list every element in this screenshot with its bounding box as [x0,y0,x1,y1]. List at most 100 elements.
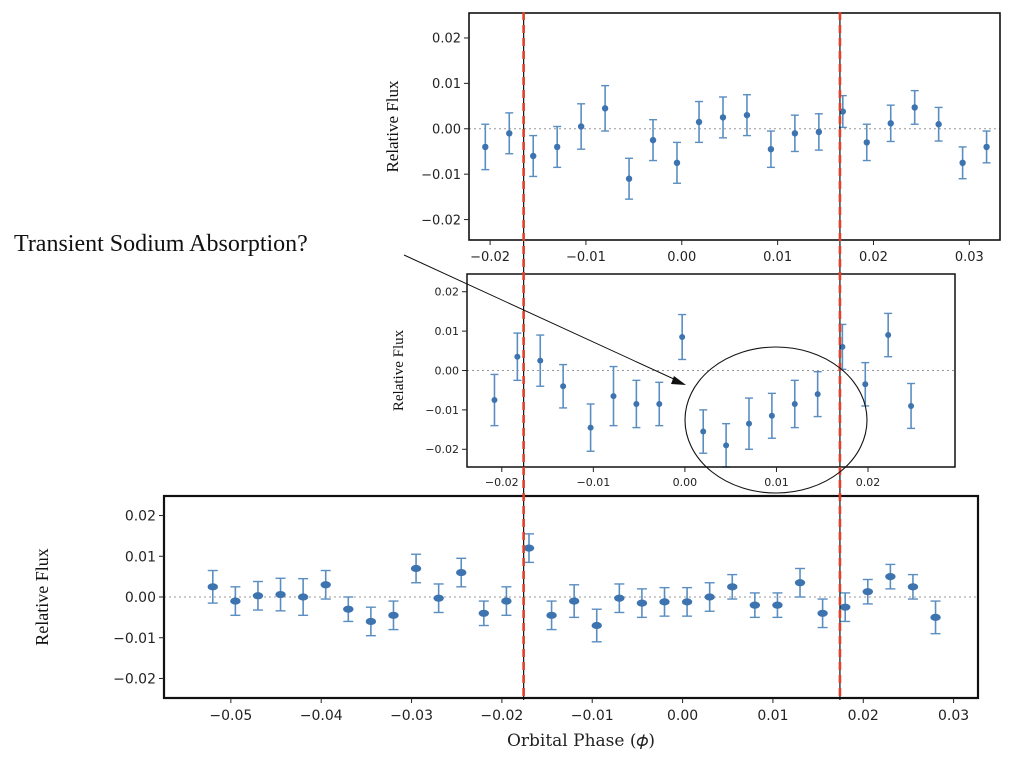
data-point [767,146,775,153]
plot-panel-1: −0.02 −0.01 0.00 0.01 0.02 −0.02 −0.01 0.00 0.01… [383,12,1001,265]
data-point [577,123,585,130]
data-point [649,136,657,144]
data-point [523,544,535,552]
data-point [320,581,331,589]
data-point [207,583,218,591]
data-point [636,599,648,607]
overlays: Transient Sodium Absorption? [14,231,868,494]
annotation-arrow-shaft [403,254,677,381]
data-point [839,603,851,611]
y-tick-label: 0.02 [432,32,461,47]
data-point [297,593,309,601]
data-point [388,611,399,619]
data-point [695,118,703,126]
y-tick-label: −0.02 [113,671,156,687]
data-point [679,334,686,341]
x-tick-label: −0.04 [300,708,343,724]
data-point [983,143,990,151]
data-point [745,420,752,427]
x-tick-label: 0.00 [667,250,696,265]
y-tick-label: −0.02 [421,213,461,228]
y-axis-label: Relative Flux [32,548,52,646]
data-point [727,583,738,591]
data-point [491,397,498,404]
data-point [885,332,892,339]
y-tick-label: −0.01 [113,631,156,647]
x-tick-label: 0.01 [764,476,789,489]
y-tick-label: 0.01 [435,325,460,338]
annotation-arrow-head [671,376,686,385]
data-point [252,592,264,600]
data-point [772,601,783,609]
data-point [673,159,681,167]
x-tick-label: 0.01 [763,250,792,265]
data-point [591,621,602,630]
y-tick-label: 0.02 [435,286,460,299]
data-point [862,381,869,388]
x-tick-label: −0.02 [480,708,523,724]
y-axis-label: Relative Flux [383,80,402,173]
y-tick-label: −0.02 [425,443,459,456]
data-point [704,593,715,601]
data-point [749,601,761,609]
y-tick-label: 0.00 [435,364,460,377]
data-point [343,605,354,613]
data-point [656,400,663,407]
x-tick-label: −0.01 [576,476,610,489]
x-tick-label: 0.03 [955,250,984,265]
data-point [230,597,241,605]
x-tick-label: −0.02 [470,250,510,265]
x-tick-label: −0.02 [485,476,519,489]
data-point [478,609,490,617]
data-point [700,428,707,435]
annotation-text: Transient Sodium Absorption? [14,231,308,257]
data-point [794,579,806,587]
y-tick-label: −0.01 [421,168,461,183]
x-tick-label: −0.03 [390,708,433,724]
data-point [815,128,823,136]
plot-frame [468,12,1001,241]
data-point [530,152,537,160]
x-tick-label: 0.01 [757,708,788,724]
data-point [863,139,870,146]
data-point [482,143,489,151]
data-point [553,143,561,151]
data-point [614,594,625,602]
x-tick-label: 0.00 [673,476,698,489]
x-tick-label: 0.03 [938,708,969,724]
plots: −0.02 −0.01 0.00 0.01 0.02 −0.02 −0.01 0.00 0.01… [32,12,1001,751]
data-point [568,597,580,605]
y-tick-label: 0.00 [432,122,461,137]
data-point [719,114,727,121]
data-point [365,617,377,626]
y-axis-label: Relative Flux [391,329,407,411]
data-point [791,130,799,137]
data-point [681,598,693,606]
x-tick-label: −0.01 [571,708,614,724]
data-point [275,590,286,599]
plot-panel-3: −0.02 −0.01 0.00 0.01 0.02 −0.05 −0.04 −0.03 −0.… [32,494,980,751]
data-point [935,121,942,128]
y-tick-label: 0.01 [432,77,461,92]
data-point [433,594,444,602]
data-point [930,613,941,621]
data-point [723,442,730,449]
highlight-ellipse [684,346,868,494]
data-point [410,564,422,573]
data-point [610,393,617,400]
y-tick-label: −0.01 [425,404,459,417]
data-point [514,353,521,360]
plot-panel-2: −0.02 −0.01 0.00 0.01 0.02 −0.02 −0.01 0.00 0.01… [391,273,956,489]
data-point [887,120,894,127]
y-tick-label: 0.01 [125,549,156,565]
data-point [506,130,513,137]
y-tick-label: 0.00 [125,590,156,606]
data-point [885,573,896,581]
data-point [601,105,609,112]
y-tick-label: 0.02 [125,509,156,525]
data-point [817,609,828,617]
x-axis-label: Orbital Phase (𝜙) [507,731,655,751]
data-point [659,598,670,606]
data-point [908,402,915,409]
